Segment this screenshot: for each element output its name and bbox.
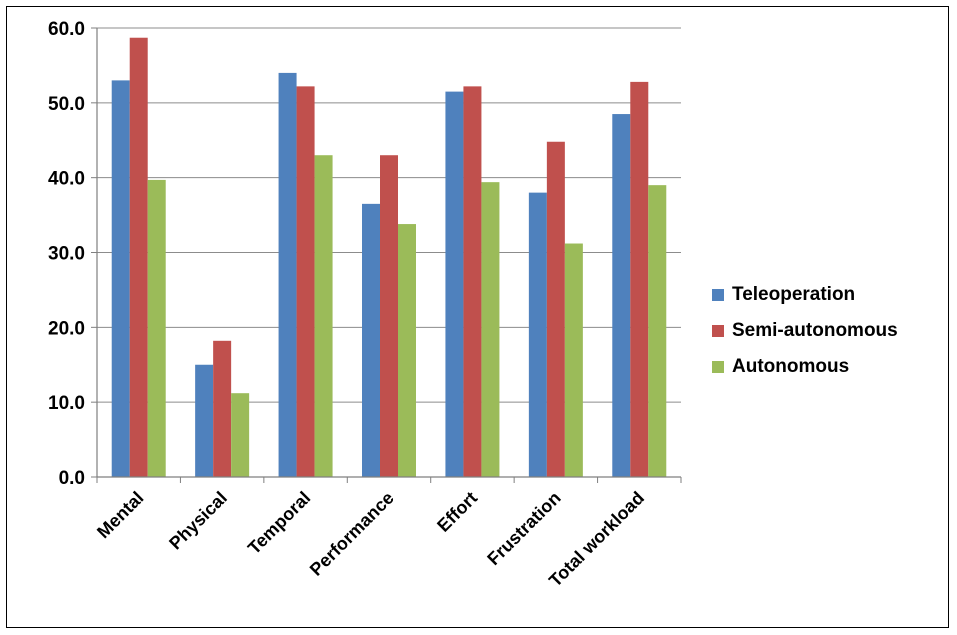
bar-autonomous-effort [481,182,500,477]
bar-autonomous-frustration [564,243,583,477]
bar-autonomous-temporal [314,155,333,477]
legend-item-teleoperation: Teleoperation [712,277,898,313]
bar-semi-autonomous-temporal [296,86,315,478]
legend-label: Semi-autonomous [732,320,898,341]
bar-teleoperation-physical [195,364,214,477]
x-category-label: Performance [306,488,398,580]
bar-autonomous-performance [398,224,416,477]
legend-label: Teleoperation [732,284,856,305]
bar-autonomous-mental [147,179,166,477]
legend-swatch [712,289,724,301]
y-tick-label: 10.0 [48,393,85,414]
bar-semi-autonomous-physical [213,340,232,477]
bar-semi-autonomous-frustration [546,141,565,477]
bar-teleoperation-mental [111,80,130,477]
x-category-label: Frustration [483,488,564,569]
bar-semi-autonomous-effort [463,86,482,478]
bar-autonomous-physical [231,393,250,477]
legend: Teleoperation Semi-autonomous Autonomous [712,277,898,385]
legend-label: Autonomous [732,356,850,377]
bar-semi-autonomous-performance [380,155,398,477]
y-tick-label: 30.0 [48,244,85,265]
legend-item-semi-autonomous: Semi-autonomous [712,313,898,349]
legend-item-autonomous: Autonomous [712,349,898,385]
y-tick-label: 20.0 [48,318,85,339]
bar-semi-autonomous-mental [129,37,148,477]
legend-swatch [712,361,724,373]
legend-swatch [712,325,724,337]
bar-teleoperation-effort [445,91,464,477]
bar-teleoperation-performance [362,203,380,477]
x-category-label: Temporal [244,488,314,558]
bar-teleoperation-total-workload [612,114,631,477]
bar-semi-autonomous-total-workload [630,81,649,477]
bar-teleoperation-temporal [278,72,297,478]
y-tick-label: 60.0 [48,19,85,40]
y-tick-label: 40.0 [48,169,85,190]
y-axis-tick-labels: 0.0 10.0 20.0 30.0 40.0 50.0 60.0 [48,19,85,489]
gridlines [97,27,681,403]
axes [91,27,682,483]
bar-autonomous-total-workload [648,185,667,477]
x-category-label: Effort [433,488,481,536]
bars [111,37,667,478]
y-tick-label: 0.0 [59,468,85,489]
x-category-label: Mental [93,488,147,542]
x-category-label: Physical [165,488,231,554]
y-tick-label: 50.0 [48,94,85,115]
bar-teleoperation-frustration [528,192,547,477]
